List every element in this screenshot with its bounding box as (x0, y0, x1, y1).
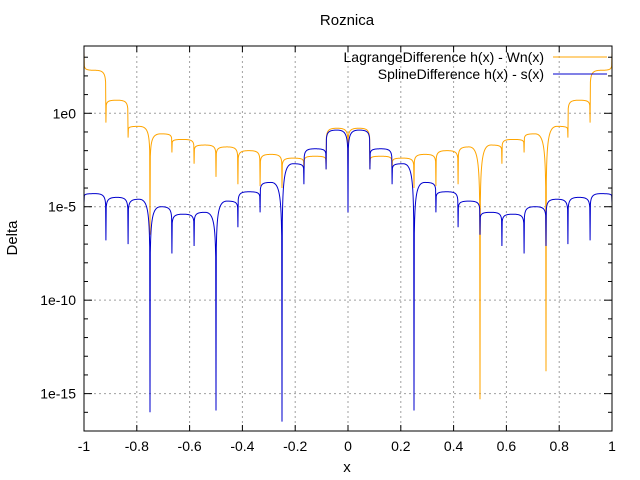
y-tick-label: 1e-5 (48, 199, 76, 215)
x-axis: -1 -0.8 -0.6 -0.4 -0.2 0 0.2 0.4 0.6 0.8 1 (78, 46, 616, 454)
legend-label-lagrange: LagrangeDifference h(x) - Wn(x) (344, 49, 544, 65)
chart-title: Roznica (320, 12, 375, 29)
plot-frame (83, 45, 613, 432)
plot-area (83, 51, 613, 422)
y-axis: 1e0 1e-5 1e-10 1e-15 (40, 56, 612, 432)
x-tick-label: -0.6 (178, 438, 202, 454)
x-tick-label: 0.4 (444, 438, 464, 454)
grid (84, 46, 612, 431)
x-tick-label: -1 (78, 438, 91, 454)
x-axis-label: x (343, 459, 351, 476)
x-tick-label: 0.6 (497, 438, 517, 454)
y-tick-label: 1e-10 (40, 292, 76, 308)
x-tick-label: -0.8 (125, 438, 149, 454)
legend: LagrangeDifference h(x) - Wn(x) SplineDi… (344, 49, 607, 82)
y-tick-label: 1e-15 (40, 386, 76, 402)
x-tick-label: 1 (608, 438, 616, 454)
x-tick-label: 0.8 (549, 438, 569, 454)
legend-label-spline: SplineDifference h(x) - s(x) (378, 66, 544, 82)
x-tick-label: -0.2 (283, 438, 307, 454)
x-tick-label: 0.2 (391, 438, 411, 454)
x-tick-label: 0 (344, 438, 352, 454)
y-tick-label: 1e0 (53, 105, 77, 121)
y-axis-label: Delta (4, 220, 21, 256)
x-tick-label: -0.4 (230, 438, 254, 454)
spline-difference-line (83, 129, 613, 422)
